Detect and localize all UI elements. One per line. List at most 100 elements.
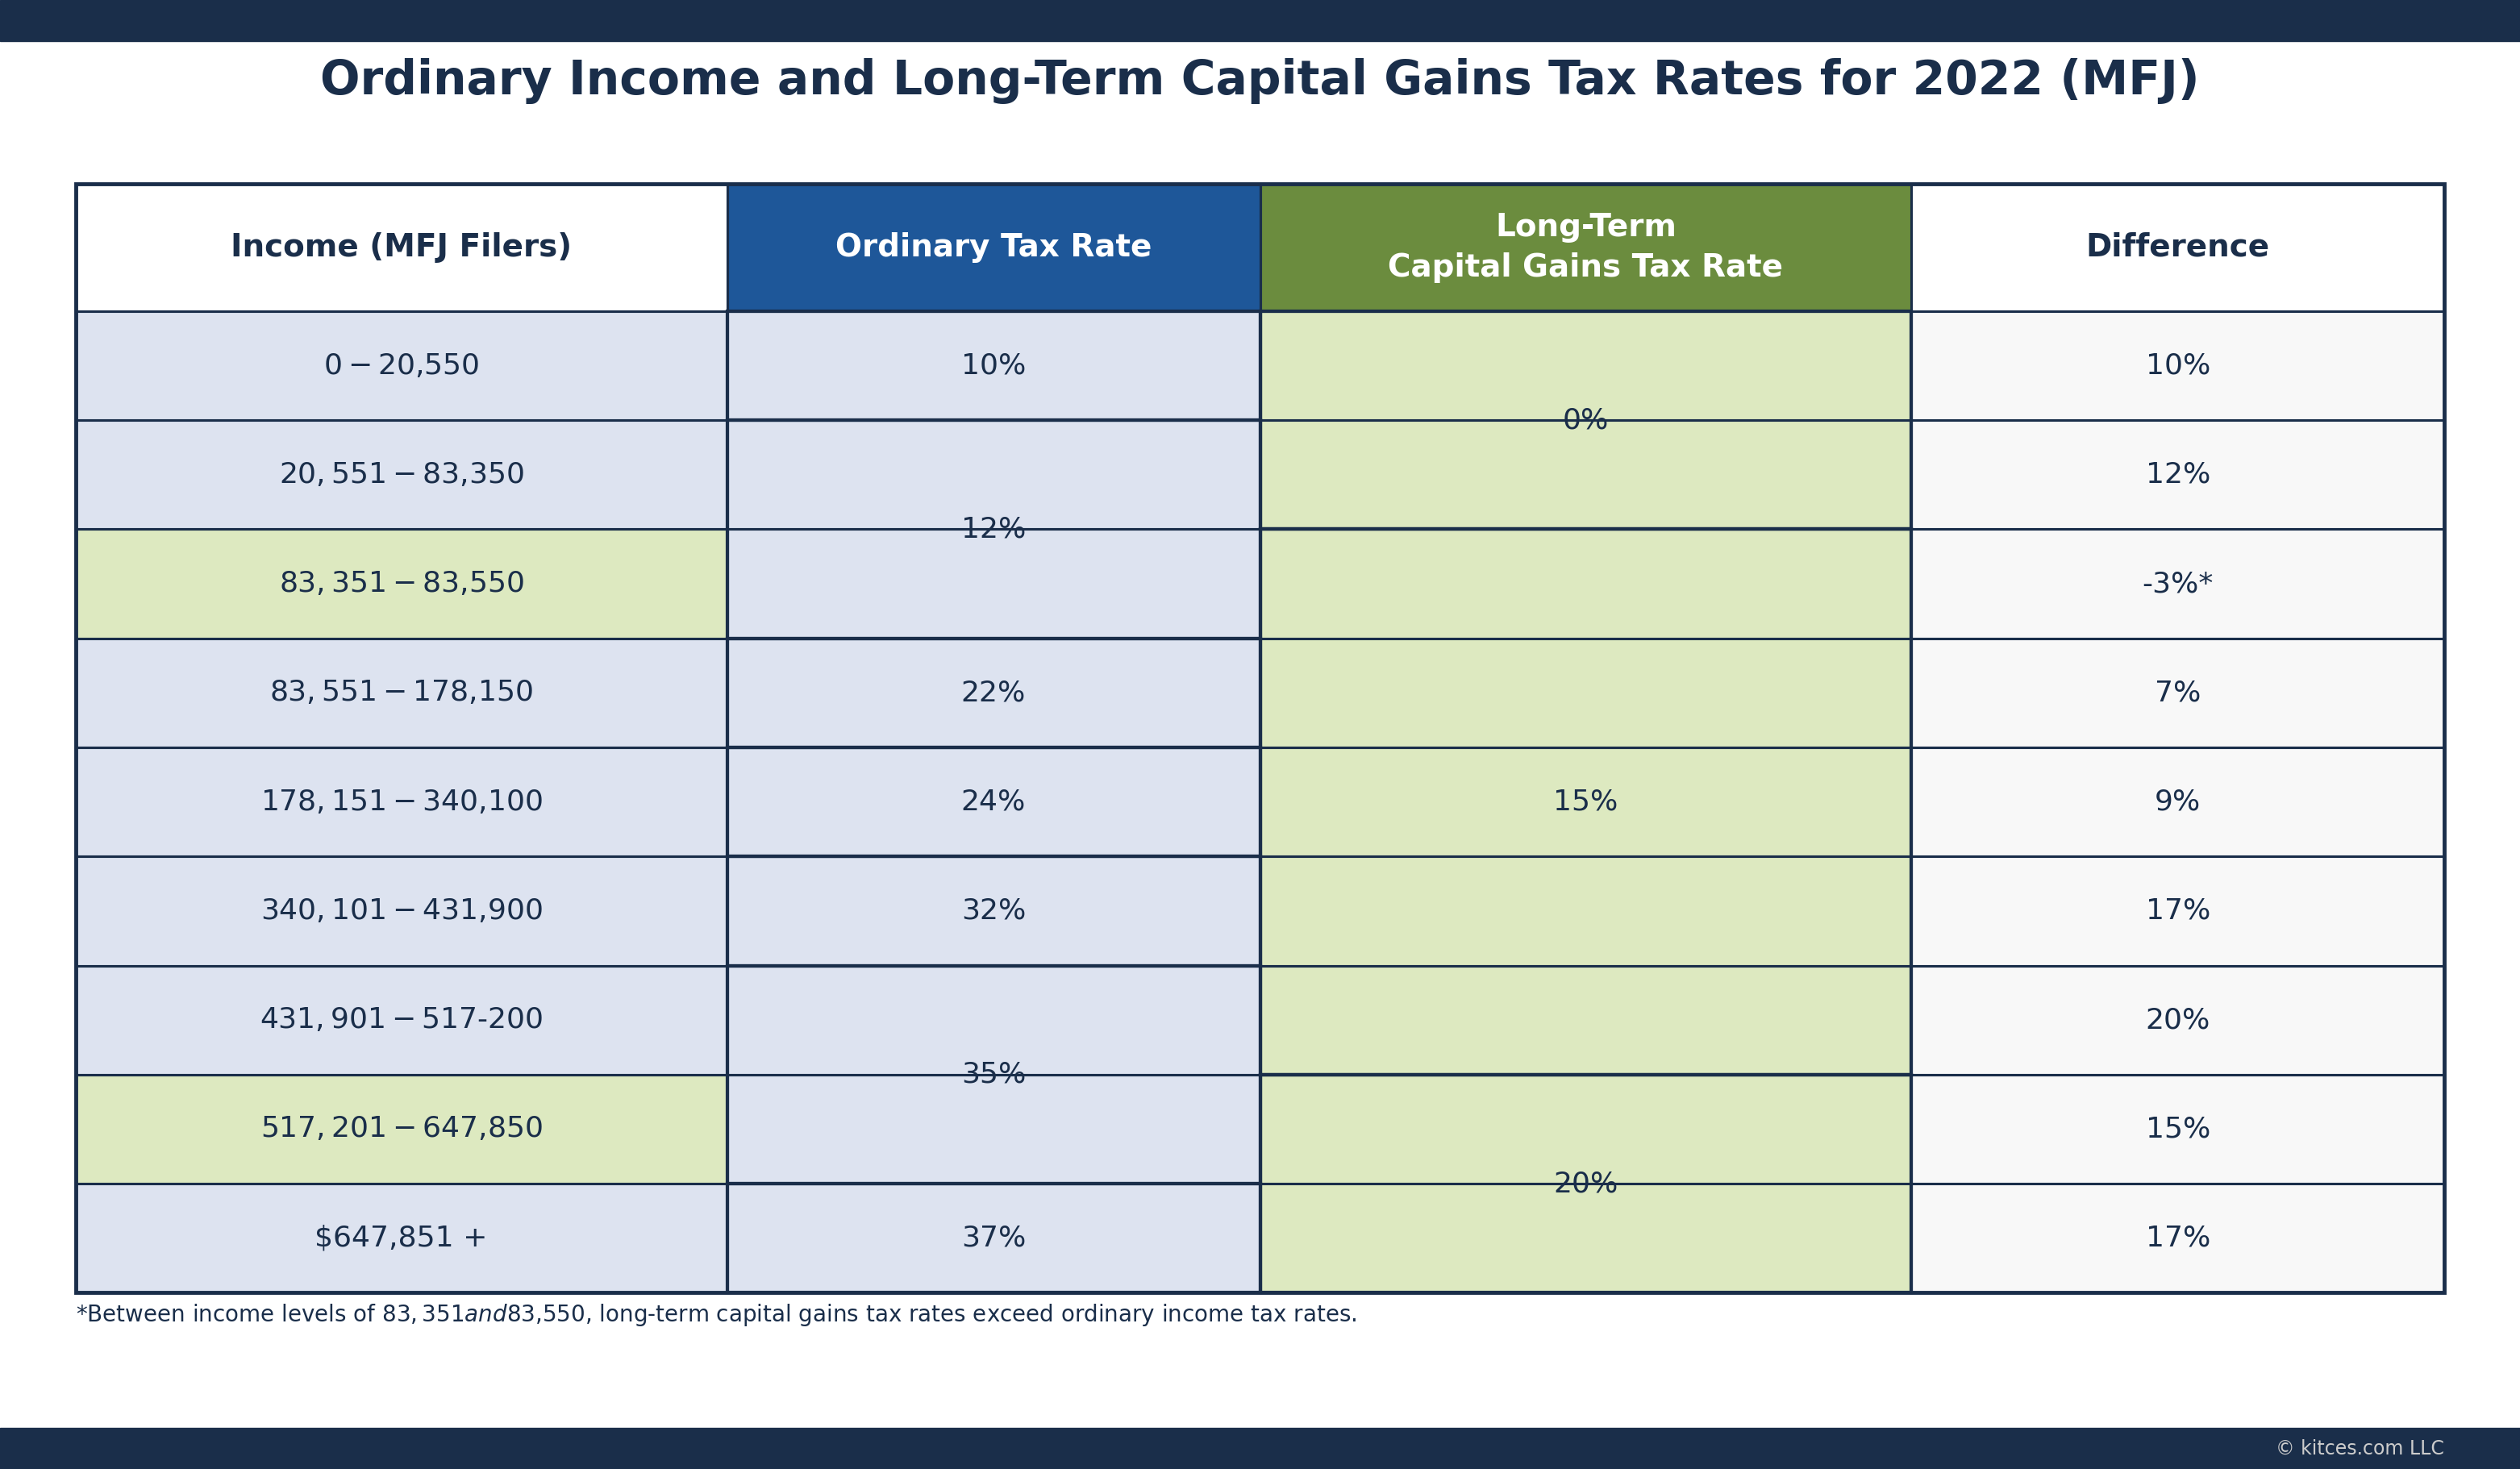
Bar: [76, 748, 726, 856]
Bar: [76, 184, 726, 311]
Bar: [1260, 748, 1913, 856]
Bar: [726, 1184, 1260, 1293]
Bar: [76, 311, 726, 420]
Bar: [726, 529, 1260, 639]
Bar: [726, 184, 1260, 311]
Bar: [726, 965, 1260, 1184]
Text: $517,201 - $647,850: $517,201 - $647,850: [260, 1115, 542, 1143]
Text: 15%: 15%: [1552, 789, 1618, 815]
Text: $20,551 - $83,350: $20,551 - $83,350: [280, 461, 524, 489]
Bar: [1260, 311, 1913, 1293]
Bar: [76, 184, 726, 311]
Bar: [1260, 184, 1913, 311]
Bar: [726, 856, 1260, 965]
Text: 15%: 15%: [2145, 1115, 2210, 1143]
Bar: [76, 1184, 726, 1293]
Bar: [1913, 748, 2444, 856]
Bar: [76, 184, 2444, 1293]
Text: *Between income levels of $83,351 and $83,550, long-term capital gains tax rates: *Between income levels of $83,351 and $8…: [76, 1302, 1356, 1328]
Bar: [726, 639, 1260, 748]
Text: 35%: 35%: [960, 1061, 1026, 1089]
Bar: [1913, 639, 2444, 748]
Bar: [1913, 1075, 2444, 1184]
Bar: [726, 639, 1260, 748]
Text: 10%: 10%: [2145, 353, 2210, 379]
Text: Income (MFJ Filers): Income (MFJ Filers): [232, 232, 572, 263]
Bar: [1913, 529, 2444, 639]
Bar: [1260, 184, 1913, 311]
Text: Long-Term
Capital Gains Tax Rate: Long-Term Capital Gains Tax Rate: [1389, 212, 1784, 284]
Text: Ordinary Income and Long-Term Capital Gains Tax Rates for 2022 (MFJ): Ordinary Income and Long-Term Capital Ga…: [320, 57, 2200, 104]
Bar: [1913, 420, 2444, 529]
Bar: [726, 856, 1260, 965]
Text: 17%: 17%: [2145, 898, 2210, 924]
Text: 7%: 7%: [2155, 679, 2200, 707]
Text: 10%: 10%: [960, 353, 1026, 379]
Bar: [76, 420, 726, 529]
Text: 12%: 12%: [2145, 461, 2210, 489]
Bar: [726, 420, 1260, 639]
Bar: [1913, 1184, 2444, 1293]
Bar: [76, 856, 726, 965]
Bar: [1913, 748, 2444, 856]
Bar: [1260, 529, 1913, 639]
Bar: [1913, 184, 2444, 311]
Text: 37%: 37%: [960, 1225, 1026, 1252]
Text: 17%: 17%: [2145, 1225, 2210, 1252]
Bar: [726, 311, 1260, 420]
Bar: [726, 420, 1260, 529]
Bar: [1913, 529, 2444, 639]
Bar: [76, 639, 726, 748]
Bar: [1913, 965, 2444, 1075]
Bar: [1260, 311, 1913, 420]
Bar: [1260, 1075, 1913, 1293]
Bar: [726, 1184, 1260, 1293]
Bar: [76, 1184, 726, 1293]
Text: 0%: 0%: [1562, 407, 1608, 433]
Text: 32%: 32%: [960, 898, 1026, 924]
Bar: [726, 639, 1260, 748]
Text: 24%: 24%: [960, 789, 1026, 815]
Bar: [1260, 420, 1913, 529]
Text: 12%: 12%: [960, 516, 1026, 544]
Bar: [726, 748, 1260, 856]
Text: $83,351 - $83,550: $83,351 - $83,550: [280, 570, 524, 598]
Bar: [726, 748, 1260, 856]
Bar: [76, 529, 726, 639]
Bar: [0, 1428, 2520, 1469]
Text: 22%: 22%: [960, 679, 1026, 707]
Bar: [76, 1075, 726, 1184]
Text: -3%*: -3%*: [2142, 570, 2213, 598]
Text: $83,551 - $178,150: $83,551 - $178,150: [270, 679, 534, 707]
Bar: [726, 1075, 1260, 1184]
Bar: [1260, 311, 1913, 529]
Bar: [726, 965, 1260, 1075]
Bar: [1260, 965, 1913, 1075]
Bar: [1260, 856, 1913, 965]
Bar: [0, 0, 2520, 41]
Bar: [1913, 311, 2444, 420]
Bar: [726, 965, 1260, 1075]
Bar: [726, 184, 1260, 311]
Bar: [76, 311, 726, 420]
Bar: [76, 1075, 726, 1184]
Bar: [726, 529, 1260, 639]
Bar: [1913, 965, 2444, 1075]
Bar: [726, 311, 1260, 420]
Bar: [1913, 639, 2444, 748]
Bar: [1260, 529, 1913, 1075]
Bar: [726, 1075, 1260, 1184]
Bar: [1913, 856, 2444, 965]
Bar: [1913, 1075, 2444, 1184]
Bar: [76, 965, 726, 1075]
Text: $647,851 +: $647,851 +: [315, 1225, 489, 1252]
Bar: [1913, 420, 2444, 529]
Bar: [726, 420, 1260, 529]
Bar: [1913, 1184, 2444, 1293]
Bar: [1913, 856, 2444, 965]
Text: Ordinary Tax Rate: Ordinary Tax Rate: [834, 232, 1152, 263]
Bar: [76, 856, 726, 965]
Bar: [1913, 184, 2444, 311]
Text: 9%: 9%: [2155, 789, 2200, 815]
Bar: [1260, 1184, 1913, 1293]
